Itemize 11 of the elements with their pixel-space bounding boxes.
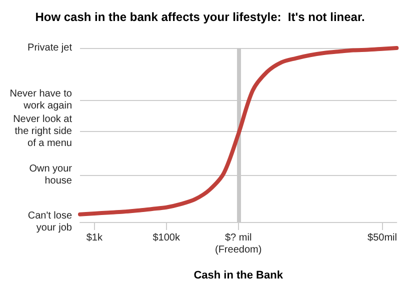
x-tick-label: $100k [152,232,181,244]
ref-line-label: Never have to work again [10,88,72,112]
x-axis-title: Cash in the Bank [194,270,284,282]
ref-line-label: Private jet [28,42,72,54]
ref-line-label: Never look at the right side of a menu [13,114,72,150]
x-tick-label: $? mil (Freedom) [214,232,262,256]
chart-title: How cash in the bank affects your lifestyle: It's not linear. [35,10,365,24]
ref-line-label: Can't lose your job [28,210,72,234]
x-tick-label: $1k [86,232,104,244]
x-tick-label: $50mil [368,232,398,244]
ref-line-label: Own your house [29,164,73,187]
